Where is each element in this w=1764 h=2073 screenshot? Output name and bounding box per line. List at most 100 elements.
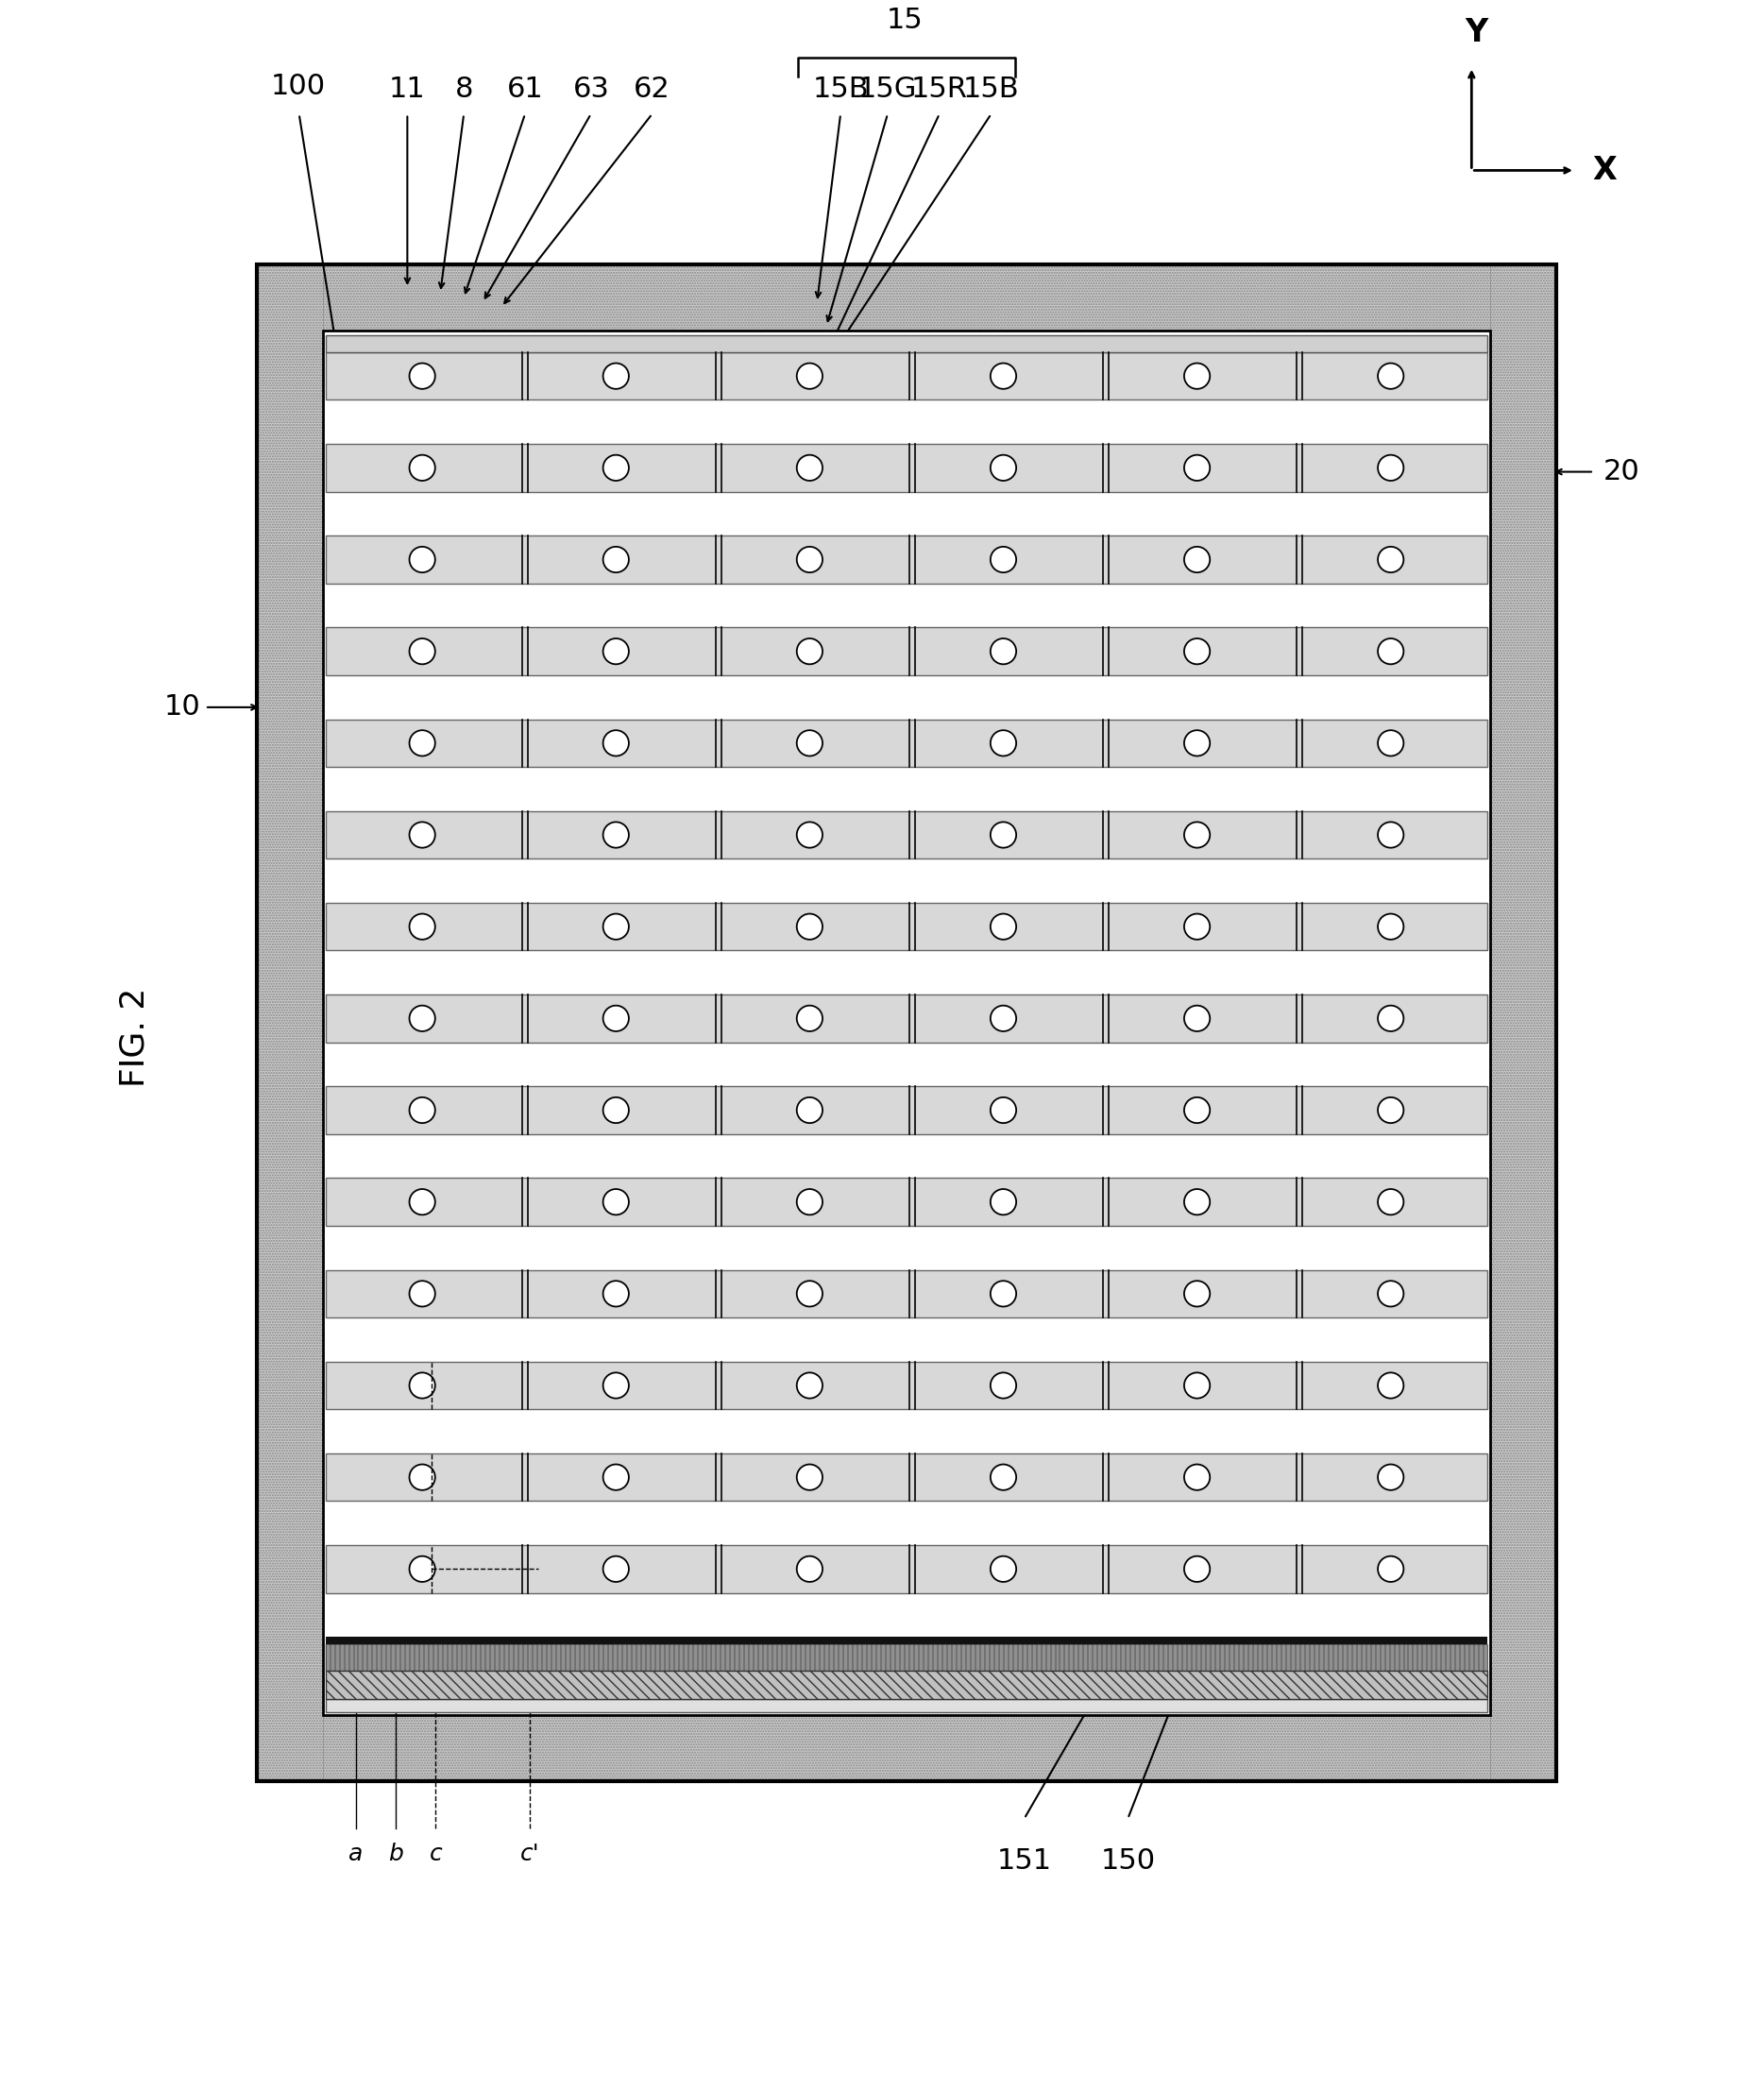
Circle shape (1378, 823, 1404, 848)
Circle shape (603, 1190, 628, 1215)
Text: 10: 10 (164, 694, 199, 721)
Bar (323, 330, 1491, 1714)
Circle shape (990, 1281, 1016, 1306)
Circle shape (1184, 454, 1210, 481)
Bar (325, 1638, 1487, 1644)
Circle shape (1378, 1281, 1404, 1306)
Circle shape (603, 823, 628, 848)
Text: a: a (348, 1843, 363, 1866)
Bar (325, 628, 1487, 676)
Text: 61: 61 (506, 75, 543, 102)
Circle shape (797, 823, 822, 848)
Circle shape (409, 1281, 436, 1306)
Circle shape (990, 823, 1016, 848)
Bar (325, 995, 1487, 1043)
Circle shape (409, 823, 436, 848)
Circle shape (1184, 914, 1210, 939)
Bar (325, 1671, 1487, 1700)
Text: 62: 62 (633, 75, 670, 102)
Circle shape (797, 1464, 822, 1490)
Circle shape (603, 914, 628, 939)
Text: 15: 15 (886, 6, 923, 33)
Circle shape (409, 730, 436, 757)
Circle shape (1184, 823, 1210, 848)
Text: 15G: 15G (859, 75, 917, 102)
Circle shape (1184, 1464, 1210, 1490)
Text: 'a': 'a' (363, 1258, 386, 1277)
Text: X: X (1593, 155, 1616, 187)
Text: 15R: 15R (912, 75, 968, 102)
Circle shape (1184, 730, 1210, 757)
Circle shape (797, 1372, 822, 1399)
Circle shape (1184, 1281, 1210, 1306)
Circle shape (797, 1557, 822, 1582)
Circle shape (990, 363, 1016, 390)
Circle shape (990, 454, 1016, 481)
Text: 150: 150 (1101, 1847, 1155, 1874)
Text: 8: 8 (455, 75, 473, 102)
Circle shape (1184, 1372, 1210, 1399)
Circle shape (409, 1372, 436, 1399)
Circle shape (1378, 730, 1404, 757)
Circle shape (990, 1005, 1016, 1030)
Circle shape (409, 914, 436, 939)
Circle shape (603, 454, 628, 481)
Bar (325, 1453, 1487, 1501)
Circle shape (1378, 1097, 1404, 1124)
Circle shape (1378, 1005, 1404, 1030)
Bar (325, 535, 1487, 583)
Circle shape (603, 1281, 628, 1306)
Circle shape (1378, 1464, 1404, 1490)
Text: FIG. 2: FIG. 2 (118, 987, 150, 1086)
Circle shape (990, 1464, 1016, 1490)
Circle shape (409, 363, 436, 390)
Circle shape (603, 730, 628, 757)
Circle shape (990, 914, 1016, 939)
Circle shape (797, 914, 822, 939)
Circle shape (990, 638, 1016, 663)
Text: 20: 20 (1603, 458, 1641, 485)
Circle shape (990, 730, 1016, 757)
Circle shape (797, 1097, 822, 1124)
Circle shape (990, 1190, 1016, 1215)
Circle shape (990, 1557, 1016, 1582)
Bar (325, 1644, 1487, 1671)
Bar (325, 444, 1487, 491)
Bar (325, 352, 1487, 400)
Bar (256, 265, 1556, 1781)
Circle shape (990, 1372, 1016, 1399)
Circle shape (603, 1372, 628, 1399)
Bar (325, 902, 1487, 952)
Circle shape (603, 1097, 628, 1124)
Circle shape (1184, 638, 1210, 663)
Circle shape (1184, 1557, 1210, 1582)
Text: 'b': 'b' (499, 1258, 522, 1277)
Bar (325, 1177, 1487, 1225)
Bar (325, 811, 1487, 858)
Bar (1491, 265, 1556, 1781)
Bar (325, 336, 1487, 352)
Circle shape (1378, 363, 1404, 390)
Circle shape (797, 363, 822, 390)
Circle shape (1184, 1097, 1210, 1124)
Circle shape (797, 638, 822, 663)
Circle shape (1184, 363, 1210, 390)
Circle shape (603, 1005, 628, 1030)
Bar (256, 1714, 1556, 1781)
Text: 15B: 15B (963, 75, 1020, 102)
Bar (256, 265, 1556, 330)
Circle shape (1378, 547, 1404, 572)
Circle shape (1378, 1190, 1404, 1215)
Text: 100: 100 (272, 73, 326, 100)
Bar (325, 1700, 1487, 1712)
Circle shape (603, 1557, 628, 1582)
Circle shape (990, 1097, 1016, 1124)
Text: 15B: 15B (813, 75, 868, 102)
Bar (325, 1271, 1487, 1318)
Text: 63: 63 (573, 75, 609, 102)
Circle shape (797, 1281, 822, 1306)
Circle shape (797, 547, 822, 572)
Bar (325, 1362, 1487, 1410)
Circle shape (1184, 1005, 1210, 1030)
Circle shape (409, 454, 436, 481)
